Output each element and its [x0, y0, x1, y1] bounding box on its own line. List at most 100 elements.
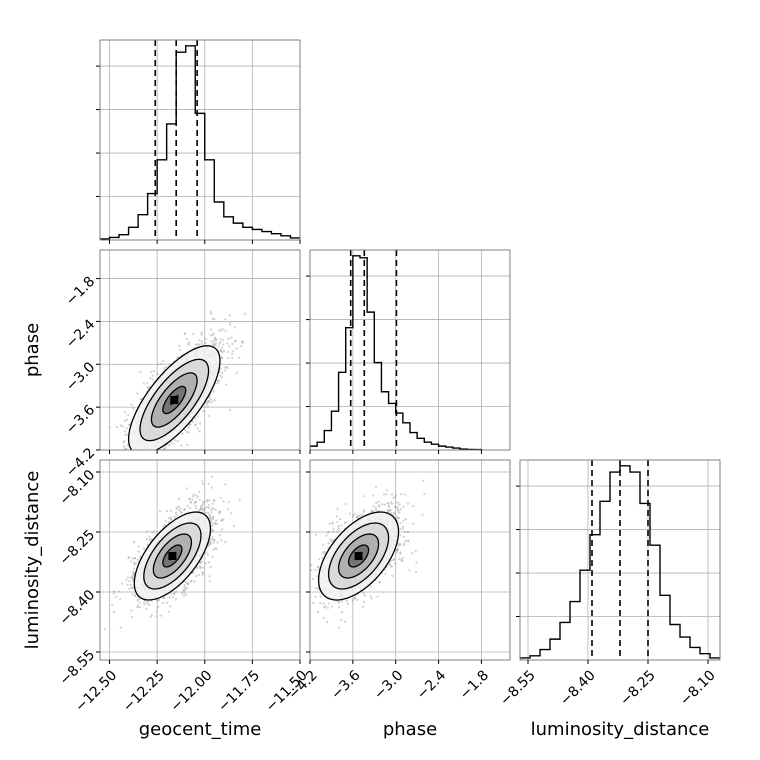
hist-bin	[176, 52, 186, 240]
sample-point	[173, 439, 177, 442]
sample-point	[134, 557, 137, 560]
hist-bin	[381, 392, 388, 450]
sample-point	[390, 565, 393, 568]
sample-point	[210, 328, 213, 331]
sample-point	[200, 342, 203, 345]
sample-point	[143, 600, 146, 603]
sample-point	[220, 528, 224, 531]
sample-point	[351, 599, 354, 602]
sample-point	[192, 571, 195, 574]
sample-point	[118, 590, 121, 593]
sample-point	[322, 602, 325, 605]
sample-point	[372, 505, 375, 508]
sample-point	[222, 339, 225, 342]
sample-point	[142, 451, 144, 453]
sample-point	[137, 604, 140, 607]
sample-point	[187, 341, 191, 344]
sample-point	[206, 405, 209, 408]
sample-point	[129, 481, 131, 483]
sample-point	[176, 506, 179, 509]
sample-point	[325, 534, 328, 537]
sample-point	[213, 344, 216, 347]
sample-point	[390, 501, 393, 504]
sample-point	[227, 350, 230, 353]
sample-point	[149, 457, 151, 459]
sample-point	[219, 510, 222, 513]
sample-point	[315, 587, 318, 590]
hist-bin	[389, 403, 396, 450]
sample-point	[209, 565, 212, 569]
sample-point	[190, 501, 193, 504]
sample-point	[187, 343, 191, 346]
sample-point	[122, 456, 124, 458]
sample-point	[399, 508, 403, 511]
sample-point	[407, 539, 410, 542]
sample-point	[210, 312, 213, 316]
sample-point	[209, 517, 213, 520]
sample-point	[389, 509, 392, 512]
sample-point	[190, 580, 193, 583]
sample-point	[134, 562, 137, 565]
sample-point	[129, 575, 132, 578]
sample-point	[212, 389, 215, 393]
sample-point	[180, 592, 184, 595]
hist-bin	[252, 229, 262, 240]
sample-point	[183, 584, 186, 587]
sample-point	[335, 515, 339, 518]
sample-point	[119, 598, 122, 601]
histogram-geocent_time	[100, 45, 300, 240]
sample-point	[188, 497, 191, 500]
sample-point	[198, 339, 201, 342]
panel-frame	[99, 459, 301, 661]
sample-point	[217, 329, 220, 332]
sample-point	[199, 507, 202, 510]
hist-bin	[317, 442, 324, 450]
sample-point	[227, 500, 230, 504]
sample-point	[228, 314, 231, 317]
sample-point	[378, 505, 381, 508]
sample-point	[311, 577, 315, 581]
hist-bin	[233, 223, 243, 240]
sample-point	[189, 501, 192, 504]
sample-point	[232, 524, 235, 528]
sample-point	[136, 599, 139, 602]
sample-point	[126, 443, 129, 447]
sample-point	[238, 356, 241, 359]
sample-point	[168, 596, 171, 599]
sample-point	[353, 597, 356, 600]
sample-point	[133, 563, 136, 566]
sample-point	[134, 594, 137, 597]
sample-point	[196, 343, 199, 346]
sample-point	[206, 553, 210, 556]
sample-point	[114, 595, 118, 598]
sample-point	[220, 356, 224, 359]
hist-bin	[271, 234, 281, 240]
sample-point	[202, 572, 205, 575]
hist-bin	[339, 372, 346, 450]
sample-point	[211, 524, 214, 527]
panel-phase-geocent_time	[96, 249, 301, 483]
sample-point	[212, 548, 215, 551]
sample-point	[203, 341, 207, 345]
sample-point	[394, 495, 397, 499]
panel-frame	[99, 39, 301, 241]
sample-point	[201, 480, 204, 483]
sample-point	[362, 592, 365, 595]
sample-point	[402, 543, 405, 547]
sample-point	[242, 341, 245, 344]
hist-bin	[367, 312, 374, 450]
sample-point	[200, 331, 203, 334]
sample-point	[155, 615, 158, 618]
sample-point	[183, 332, 187, 335]
sample-point	[387, 504, 390, 507]
sample-point	[194, 343, 198, 346]
sample-point	[192, 493, 195, 496]
sample-point	[219, 374, 222, 377]
sample-point	[145, 538, 149, 541]
sample-point	[390, 493, 394, 496]
sample-point	[122, 462, 124, 464]
sample-point	[195, 494, 198, 497]
sample-point	[210, 530, 214, 533]
sample-point	[207, 544, 210, 547]
sample-point	[215, 522, 219, 525]
